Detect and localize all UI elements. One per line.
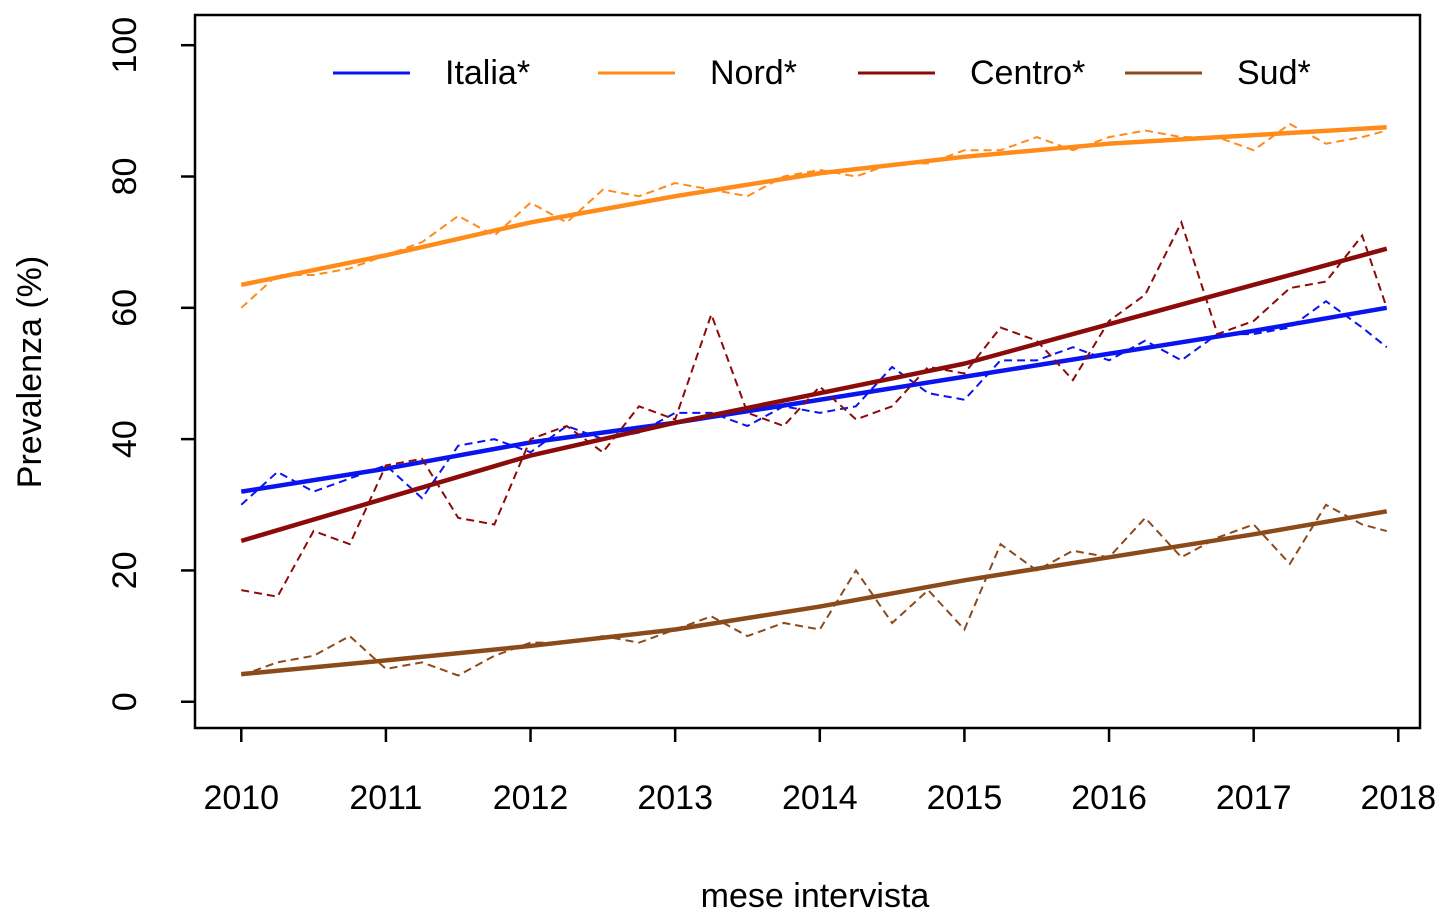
x-tick-label: 2015 bbox=[927, 779, 1003, 817]
x-tick-label: 2011 bbox=[349, 779, 422, 817]
y-tick-label: 80 bbox=[106, 158, 144, 196]
y-tick-label: 60 bbox=[106, 289, 144, 327]
legend-label: Centro* bbox=[970, 54, 1085, 92]
x-tick-label: 2016 bbox=[1071, 779, 1147, 817]
y-tick-label: 20 bbox=[106, 552, 144, 590]
y-tick-label: 100 bbox=[106, 17, 144, 74]
y-tick-label: 0 bbox=[106, 692, 144, 711]
legend-label: Sud* bbox=[1237, 54, 1311, 92]
x-tick-label: 2010 bbox=[203, 779, 279, 817]
trend-line bbox=[240, 305, 1388, 494]
x-tick-label: 2014 bbox=[782, 779, 858, 817]
legend-label: Nord* bbox=[710, 54, 797, 92]
trend-line bbox=[240, 246, 1388, 544]
trend-line bbox=[241, 509, 1388, 677]
y-tick-label: 40 bbox=[106, 420, 144, 458]
x-tick-label: 2018 bbox=[1360, 779, 1436, 817]
x-tick-label: 2012 bbox=[493, 779, 569, 817]
data-line bbox=[240, 122, 1387, 309]
plot-frame bbox=[193, 13, 1422, 730]
y-axis-label: Prevalenza (%) bbox=[11, 256, 49, 488]
x-tick-label: 2013 bbox=[637, 779, 713, 817]
trend-line bbox=[240, 125, 1387, 288]
data-line bbox=[240, 300, 1388, 506]
x-axis-label: mese intervista bbox=[701, 877, 930, 915]
x-tick-label: 2017 bbox=[1216, 779, 1292, 817]
data-line bbox=[240, 503, 1387, 677]
legend-label: Italia* bbox=[445, 54, 530, 92]
